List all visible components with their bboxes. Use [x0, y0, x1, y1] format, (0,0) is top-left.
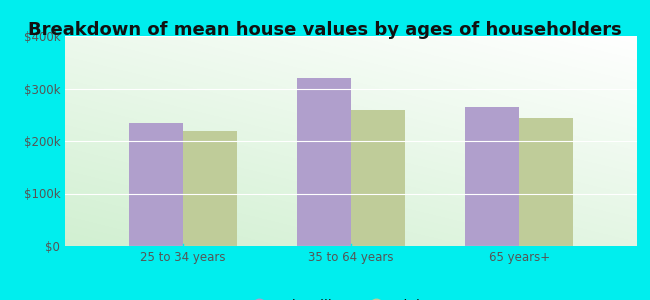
Bar — [297, 78, 351, 246]
Legend: Priceville, Alabama: Priceville, Alabama — [240, 294, 462, 300]
Bar — [183, 130, 237, 246]
Bar — [519, 118, 573, 246]
Bar — [129, 123, 183, 246]
Bar — [465, 107, 519, 246]
Bar — [351, 110, 405, 246]
Text: Breakdown of mean house values by ages of householders: Breakdown of mean house values by ages o… — [28, 21, 622, 39]
